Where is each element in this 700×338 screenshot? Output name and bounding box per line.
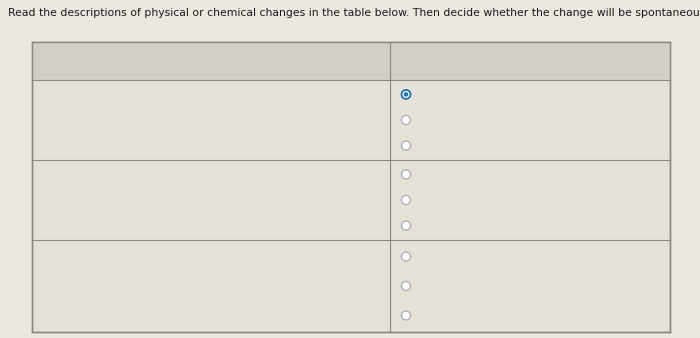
Text: Yes.: Yes. (416, 251, 436, 262)
Text: Is this change spontaneous?: Is this change spontaneous? (438, 56, 622, 66)
Text: Yes.: Yes. (416, 89, 436, 99)
Text: Read the descriptions of physical or chemical changes in the table below. Then d: Read the descriptions of physical or che… (8, 8, 700, 18)
Text: No.: No. (416, 195, 433, 205)
Text: A gas expands without absorbing or releasing heat.: A gas expands without absorbing or relea… (50, 281, 332, 291)
Text: Can’t decide with information given.: Can’t decide with information given. (416, 141, 610, 151)
Text: No.: No. (416, 115, 433, 125)
Text: Change: Change (187, 56, 235, 66)
Text: Can’t decide with information given.: Can’t decide with information given. (416, 310, 610, 320)
Text: A solid absorbs heat and turns to a gas.: A solid absorbs heat and turns to a gas. (50, 115, 267, 125)
Text: Yes.: Yes. (416, 169, 436, 179)
Text: Can’t decide with information given.: Can’t decide with information given. (416, 221, 610, 231)
Text: A solid precipitates from a solution, absorbing heat as it does so.: A solid precipitates from a solution, ab… (50, 195, 405, 205)
Text: No.: No. (416, 281, 433, 291)
